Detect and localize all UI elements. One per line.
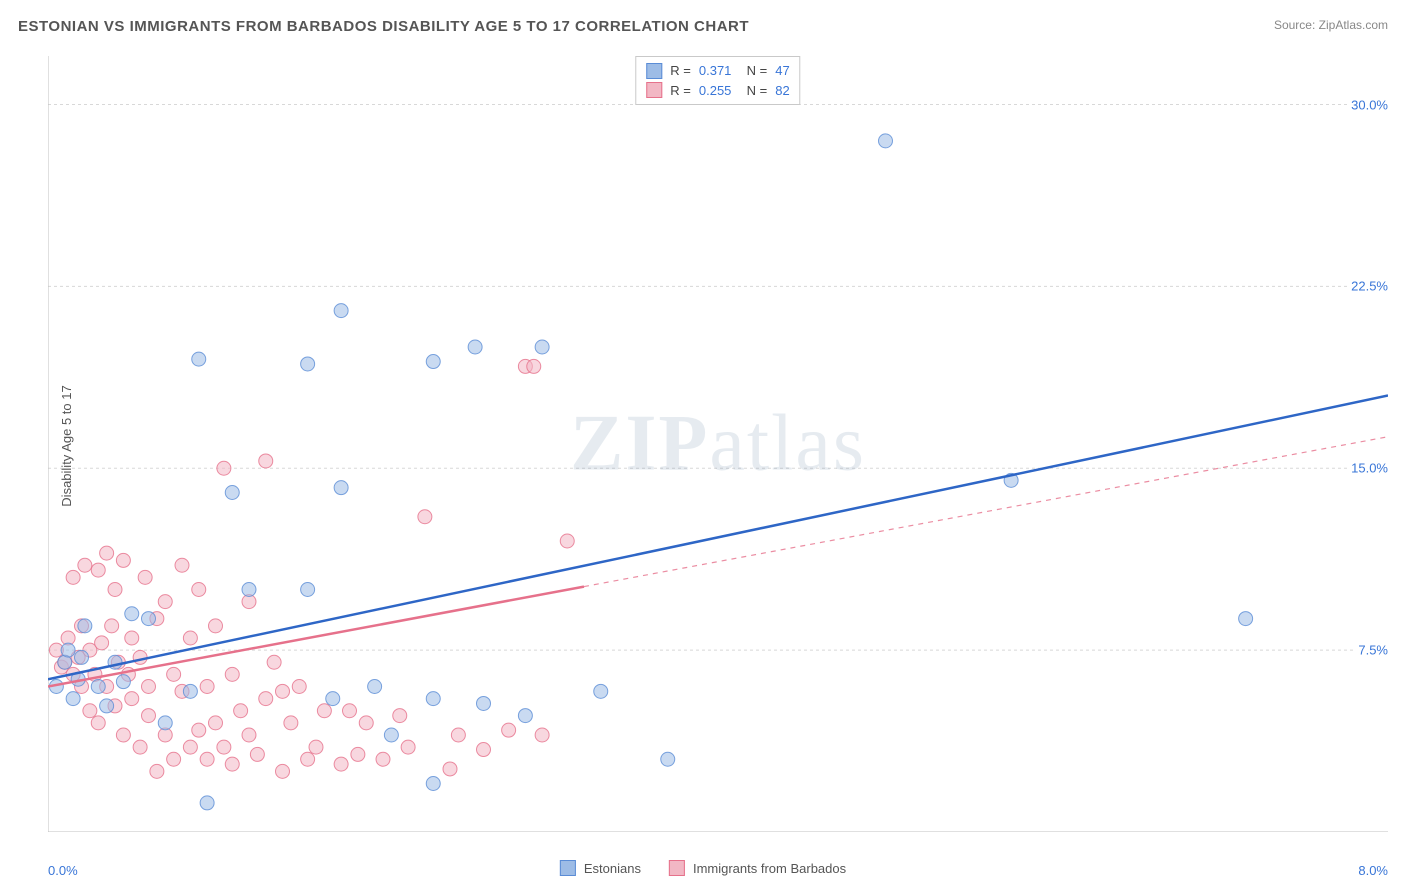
y-tick-label: 22.5% — [1347, 279, 1388, 294]
n-value: 47 — [775, 61, 789, 81]
r-value: 0.255 — [699, 81, 732, 101]
legend-row: R = 0.371 N = 47 — [646, 61, 789, 81]
y-tick-label: 30.0% — [1347, 97, 1388, 112]
x-axis-min: 0.0% — [48, 863, 78, 878]
y-tick-label: 15.0% — [1347, 461, 1388, 476]
stats-legend: R = 0.371 N = 47 R = 0.255 N = 82 — [635, 56, 800, 105]
n-value: 82 — [775, 81, 789, 101]
swatch-icon — [669, 860, 685, 876]
swatch-icon — [646, 63, 662, 79]
y-tick-label: 7.5% — [1354, 643, 1388, 658]
r-value: 0.371 — [699, 61, 732, 81]
legend-label: Immigrants from Barbados — [693, 861, 846, 876]
swatch-icon — [646, 82, 662, 98]
scatter-plot — [48, 56, 1388, 832]
legend-label: Estonians — [584, 861, 641, 876]
plot-area: ZIPatlas R = 0.371 N = 47 R = 0.255 N = … — [48, 56, 1388, 832]
x-axis-max: 8.0% — [1358, 863, 1388, 878]
legend-item: Estonians — [560, 860, 641, 876]
chart-title: ESTONIAN VS IMMIGRANTS FROM BARBADOS DIS… — [18, 18, 749, 35]
legend-row: R = 0.255 N = 82 — [646, 81, 789, 101]
swatch-icon — [560, 860, 576, 876]
legend-item: Immigrants from Barbados — [669, 860, 846, 876]
source-label: Source: ZipAtlas.com — [1274, 18, 1388, 32]
series-legend: Estonians Immigrants from Barbados — [560, 860, 846, 876]
